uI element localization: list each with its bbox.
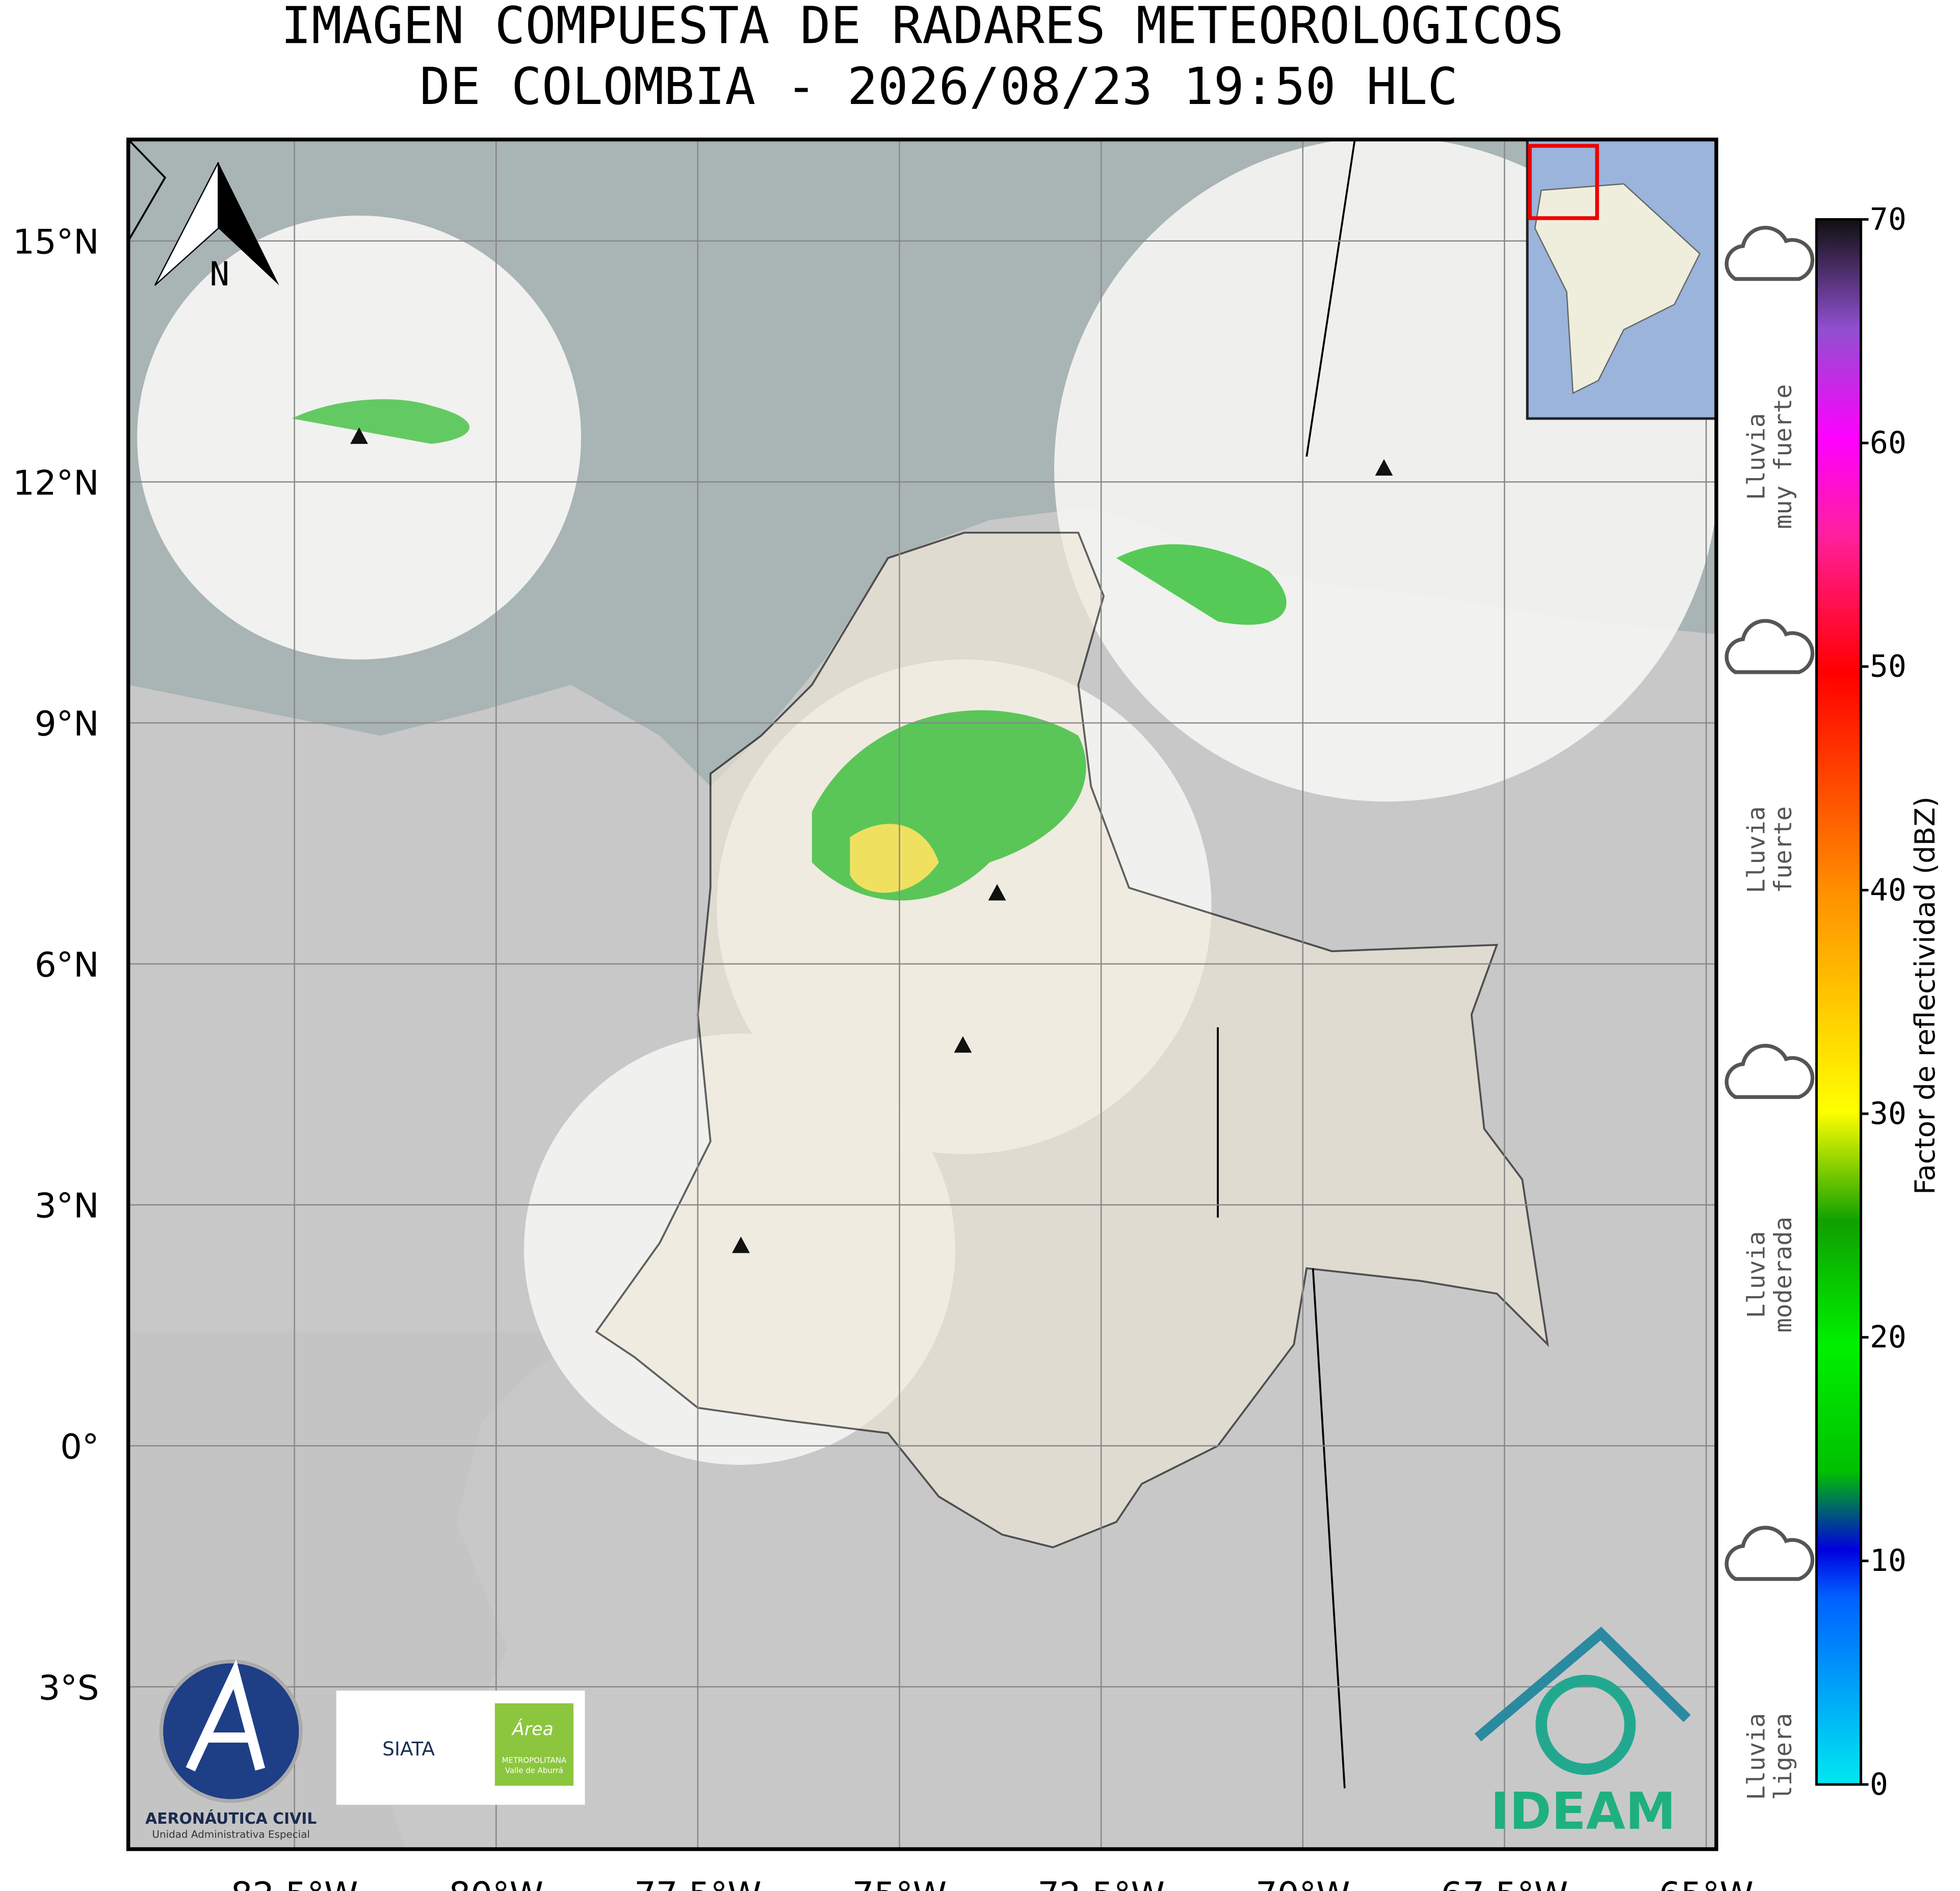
- colorbar-label: Factor de reflectividad (dBZ): [1909, 797, 1941, 1195]
- radar-echo: [850, 824, 939, 893]
- map-frame: [126, 137, 1718, 1851]
- lat-tick-label: 9°N: [35, 704, 99, 744]
- colorbar: [1815, 218, 1863, 1786]
- title: DE COLOMBIA - 2026/08/23 19:50 HLC: [420, 58, 1458, 116]
- colorbar-tick-label: 20: [1870, 1320, 1906, 1355]
- rain-label-line: Lluvia: [1742, 806, 1770, 894]
- logo-text: Valle de Aburrá: [505, 1766, 563, 1775]
- rain-label-line: muy fuerte: [1769, 384, 1797, 529]
- weather-icon: [1724, 1043, 1815, 1099]
- rain-label-line: Lluvia: [1742, 1231, 1770, 1318]
- logo-text: Unidad Administrativa Especial: [152, 1828, 309, 1840]
- lon-tick-label: 82.5°W: [231, 1875, 358, 1891]
- title: IMAGEN COMPUESTA DE RADARES METEOROLOGIC…: [281, 0, 1563, 56]
- colorbar-tick-label: 70: [1870, 202, 1906, 237]
- lat-tick-label: 12°N: [13, 463, 99, 503]
- lon-tick-label: 75°W: [852, 1875, 947, 1891]
- inset-continent: [1534, 183, 1701, 395]
- lon-tick-label: 80°W: [449, 1875, 543, 1891]
- colorbar-tick-label: 30: [1870, 1096, 1906, 1132]
- weather-icon: [1724, 619, 1815, 674]
- logo-text: Área: [511, 1718, 554, 1740]
- rain-label-line: Lluvia: [1742, 413, 1770, 500]
- weather-icon: [1724, 226, 1815, 281]
- colorbar-tick-label: 10: [1870, 1543, 1906, 1579]
- map-area: N AERONÁUTICA CIVIL Unidad Administrativ…: [128, 139, 1716, 1849]
- logo-text: METROPOLITANA: [502, 1756, 567, 1765]
- logo-text: SIATA: [382, 1738, 435, 1760]
- rain-label-line: ligera: [1769, 1713, 1797, 1800]
- logos: AERONÁUTICA CIVIL Unidad Administrativa …: [145, 1626, 1691, 1841]
- lon-tick-label: 65°W: [1659, 1875, 1753, 1891]
- border: [128, 139, 1356, 1789]
- inset-box: [1528, 144, 1599, 220]
- lon-tick-label: 70°W: [1256, 1875, 1350, 1891]
- lon-tick-label: 67.5°W: [1441, 1875, 1569, 1891]
- colorbar-tick-label: 0: [1870, 1767, 1888, 1802]
- colorbar-tick-label: 60: [1870, 426, 1906, 461]
- radar-echo: [1116, 544, 1287, 625]
- lat-tick-label: 6°N: [35, 945, 99, 985]
- rain-label-line: Lluvia: [1742, 1713, 1770, 1800]
- lat-tick-label: 3°S: [38, 1668, 99, 1708]
- logo-text: AERONÁUTICA CIVIL: [145, 1809, 317, 1828]
- weather-icon: [1724, 1526, 1815, 1581]
- lat-tick-label: 15°N: [13, 222, 99, 262]
- rain-label-line: moderada: [1769, 1217, 1797, 1333]
- north-label: N: [210, 255, 229, 294]
- lat-tick-label: 0°: [60, 1427, 99, 1467]
- lon-tick-label: 72.5°W: [1037, 1875, 1165, 1891]
- rain-label-line: fuerte: [1769, 806, 1797, 894]
- colorbar-tick-label: 50: [1870, 649, 1906, 685]
- lat-tick-label: 3°N: [35, 1186, 99, 1226]
- colorbar-tick-label: 40: [1870, 873, 1906, 908]
- radar-echo: [292, 399, 469, 444]
- lon-tick-label: 77.5°W: [634, 1875, 762, 1891]
- logo-text: IDEAM: [1491, 1782, 1676, 1841]
